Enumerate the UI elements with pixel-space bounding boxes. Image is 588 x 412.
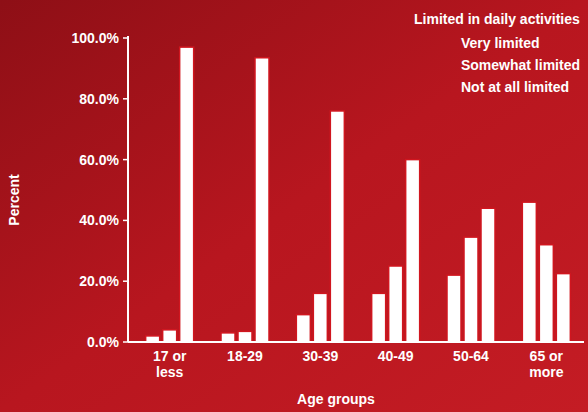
y-tick-label: 20.0% [79, 273, 119, 289]
y-tick-label: 100.0% [72, 30, 120, 46]
bar [221, 333, 235, 342]
bar [481, 208, 495, 342]
legend-entry: Very limited [461, 35, 540, 51]
bar [330, 111, 344, 342]
y-tick [123, 159, 128, 161]
bar [255, 58, 269, 342]
x-axis-line [128, 341, 584, 343]
bar [539, 245, 553, 342]
legend-entry: Somewhat limited [461, 57, 580, 73]
legend-entry: Not at all limited [461, 79, 569, 95]
bar [464, 237, 478, 342]
bar [406, 160, 420, 342]
y-tick-label: 60.0% [79, 152, 119, 168]
bar [238, 331, 252, 342]
legend: Limited in daily activities Very limited S… [414, 11, 580, 95]
bars [146, 47, 571, 342]
x-tick-label: 40-49 [378, 348, 414, 364]
legend-title: Limited in daily activities [414, 11, 580, 27]
x-tick-label: 30-39 [302, 348, 338, 364]
y-axis-title: Percent [6, 174, 22, 226]
bar [296, 315, 310, 342]
y-tick [123, 98, 128, 100]
x-tick-label-line: more [529, 364, 563, 380]
x-tick-label-line: less [156, 364, 183, 380]
y-tick [123, 37, 128, 39]
y-tick-label: 80.0% [79, 91, 119, 107]
bar [556, 274, 570, 342]
bar [163, 330, 177, 342]
y-tick-label: 0.0% [87, 334, 119, 350]
x-tick-label: 17 orless [153, 348, 187, 380]
x-tick-label-line: 17 or [153, 348, 187, 364]
y-tick [123, 220, 128, 222]
bar [180, 47, 194, 342]
x-tick-label: 18-29 [227, 348, 263, 364]
x-tick-label: 65 ormore [529, 348, 563, 380]
y-tick-label: 40.0% [79, 212, 119, 228]
background [0, 0, 588, 412]
chart: 0.0%20.0%40.0%60.0%80.0%100.0%17 orless1… [0, 0, 588, 412]
y-tick [123, 280, 128, 282]
y-axis-line [127, 36, 129, 342]
bar [522, 202, 536, 342]
bar [372, 293, 386, 342]
bar [447, 275, 461, 342]
bar [313, 293, 327, 342]
y-tick [123, 341, 128, 343]
x-tick-label-line: 65 or [530, 348, 564, 364]
x-axis-title: Age groups [297, 391, 375, 407]
x-tick-label: 50-64 [453, 348, 489, 364]
bar [389, 266, 403, 342]
